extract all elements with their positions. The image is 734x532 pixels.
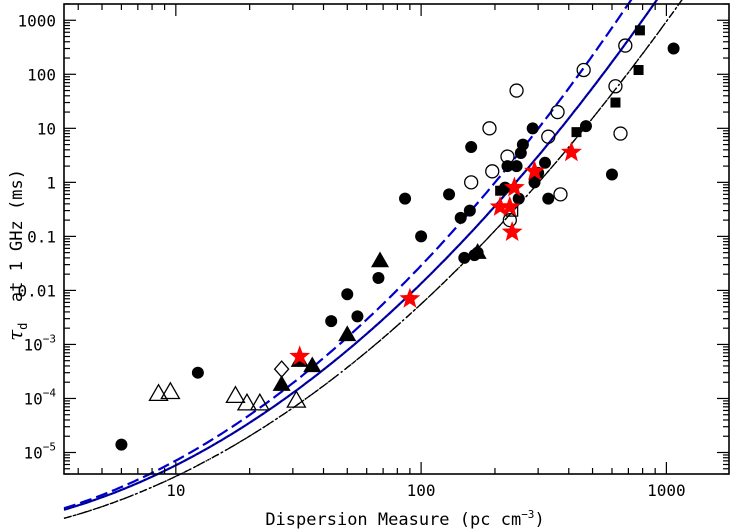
red-star-point [499, 196, 521, 216]
open-circle-point [541, 129, 556, 144]
open-triangle-point [249, 392, 270, 411]
open-diamond-point [273, 360, 290, 379]
x-tick-label: 10 [166, 481, 185, 500]
y-tick-label: 0.1 [27, 227, 56, 246]
x-tick-label: 100 [407, 481, 436, 500]
open-circle-point [553, 187, 568, 202]
red-star-point [399, 287, 421, 308]
open-triangle-point [148, 383, 169, 402]
y-tick-label: 1000 [17, 11, 56, 30]
open-circle-point [464, 175, 479, 190]
red-star-point [289, 345, 311, 366]
filled-circle-point [512, 192, 525, 205]
y-tick-label: 10−3 [23, 332, 56, 354]
filled-circle-point [542, 192, 555, 205]
open-circle-point [618, 38, 633, 53]
filled-circle-point [454, 211, 467, 224]
fit-curve-dashdot [63, 0, 683, 519]
open-triangle-point [225, 385, 246, 404]
y-tick-label-base: 10 [23, 335, 42, 354]
x-tick-label: 1000 [647, 481, 686, 500]
y-tick-label: 10−4 [23, 386, 56, 408]
open-circle-point [509, 83, 524, 98]
filled-circle-point [372, 271, 385, 284]
red-star-point [560, 141, 582, 162]
red-star-point [524, 160, 545, 181]
plot-frame [63, 3, 730, 475]
y-tick-label: 0.01 [17, 281, 56, 300]
filled-circle-point [605, 168, 618, 181]
filled-square-point [495, 185, 506, 196]
open-circle-point [482, 121, 497, 136]
filled-triangle-point [272, 375, 291, 391]
y-tick-label-exponent: −5 [43, 440, 56, 453]
filled-circle-point [341, 288, 354, 301]
filled-circle-point [526, 122, 539, 135]
filled-circle-point [528, 176, 541, 189]
filled-circle-point [501, 160, 514, 173]
open-triangle-point [160, 381, 181, 400]
fit-curve-dashdotdot [63, 0, 683, 519]
open-circle-point [613, 126, 628, 141]
filled-triangle-point [338, 325, 357, 342]
filled-triangle-point [371, 251, 390, 268]
y-tick-label-exponent: −4 [43, 386, 57, 399]
filled-circle-point [516, 138, 529, 151]
fit-curve-dotted [63, 0, 683, 519]
filled-circle-point [539, 156, 552, 169]
filled-circle-point [351, 310, 364, 323]
filled-circle-point [579, 120, 592, 133]
data-points [115, 25, 680, 451]
fit-curve-dotted [63, 0, 658, 511]
filled-circle-point [191, 366, 204, 379]
open-circle-point [485, 164, 500, 179]
x-axis-label: Dispersion Measure (pc cm−3) [265, 508, 544, 530]
filled-circle-point [415, 230, 428, 243]
open-circle-point [576, 62, 591, 78]
filled-square-point [633, 65, 644, 76]
filled-circle-point [510, 160, 523, 173]
filled-square-point [634, 25, 645, 36]
y-tick-label-base: 10 [23, 389, 42, 408]
fit-curve-solid [63, 0, 659, 511]
fit-curve-dashed [63, 0, 633, 510]
filled-triangle-point [303, 356, 322, 373]
fit-curves [63, 0, 683, 519]
red-star-point [503, 176, 525, 197]
open-triangle-point [286, 390, 307, 408]
filled-circle-point [458, 251, 471, 264]
filled-circle-point [463, 204, 476, 217]
y-axis-label: τd at 1 GHz (ms) [3, 169, 30, 341]
filled-square-point [610, 97, 621, 108]
filled-triangle-point [468, 243, 487, 259]
filled-circle-point [325, 315, 338, 328]
red-star-point [489, 196, 511, 216]
open-triangle-point [236, 392, 258, 411]
open-circle-point [500, 149, 515, 164]
filled-circle-point [115, 438, 128, 451]
filled-circle-point [667, 42, 680, 55]
open-circle-point [550, 104, 565, 120]
open-circle-point [502, 212, 517, 228]
axis-ticks [64, 3, 729, 475]
red-star-point [501, 221, 523, 241]
filled-circle-point [399, 192, 412, 205]
filled-square-point [571, 127, 582, 138]
y-tick-label-exponent: −3 [43, 332, 56, 345]
y-tick-label: 10 [37, 119, 56, 138]
y-tick-label-base: 10 [23, 443, 42, 462]
y-tick-label: 10−5 [23, 440, 56, 462]
y-tick-label: 100 [27, 65, 56, 84]
y-tick-label: 1 [46, 173, 56, 192]
filled-circle-point [465, 141, 478, 154]
open-circle-point [608, 79, 623, 94]
filled-circle-point [443, 188, 456, 201]
